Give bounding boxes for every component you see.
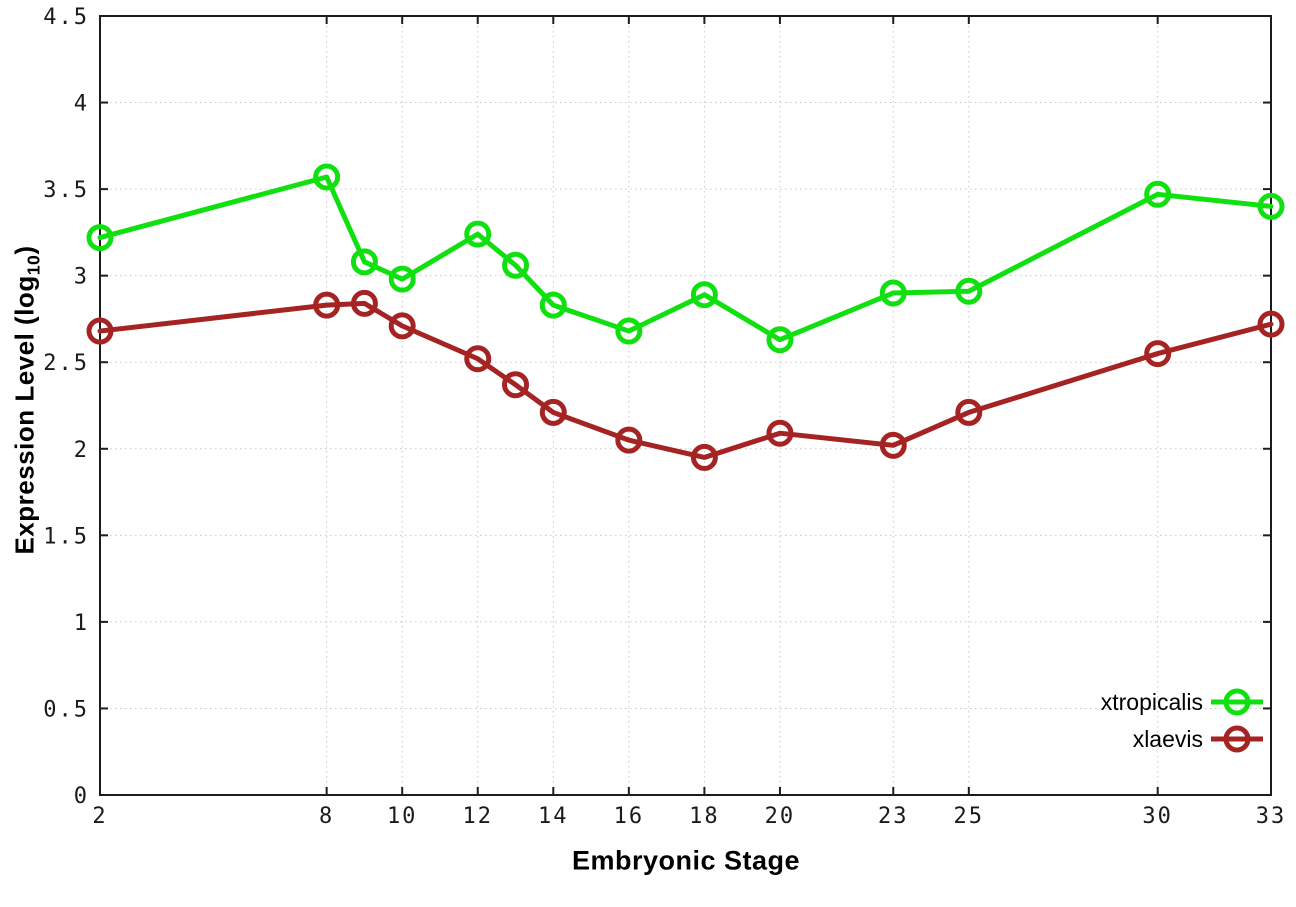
x-tick-label: 8 [319,804,334,829]
x-tick-label: 30 [1142,804,1173,829]
data-point-xtropicalis [350,248,378,276]
data-point-xtropicalis [539,291,567,319]
y-tick-label: 2 [74,438,89,463]
x-tick-label: 2 [92,804,107,829]
y-tick-label: 4.5 [43,5,89,30]
y-tick-label: 1 [74,611,89,636]
data-point-xlaevis [388,312,416,340]
data-point-xtropicalis [766,326,794,354]
data-point-xtropicalis [879,279,907,307]
y-tick-label: 3 [74,265,89,290]
data-point-xlaevis [313,291,341,319]
y-tick-label: 1.5 [43,524,89,549]
y-axis-title-subscript: 10 [23,254,44,276]
data-point-xtropicalis [955,277,983,305]
x-tick-label: 20 [765,804,796,829]
plot-border [99,15,1272,796]
y-tick-label: 2.5 [43,351,89,376]
data-point-xtropicalis [464,220,492,248]
y-axis-title-suffix: ) [9,245,40,255]
series-line-xlaevis [97,300,1274,460]
series-line-xtropicalis [97,174,1274,343]
data-point-xlaevis [1144,340,1172,368]
data-point-xtropicalis [1144,180,1172,208]
data-point-xtropicalis [388,265,416,293]
x-axis-title: Embryonic Stage [571,845,801,876]
y-tick-label: 3.5 [43,178,89,203]
y-axis-title: Expression Level (log10) [9,245,44,554]
x-tick-label: 25 [954,804,985,829]
data-point-xtropicalis [86,224,114,252]
data-point-xtropicalis [615,317,643,345]
x-tick-label: 18 [689,804,720,829]
y-tick-label: 4 [74,92,89,117]
data-point-xlaevis [1257,310,1285,338]
x-tick-label: 10 [387,804,418,829]
y-axis-title-text: Expression Level (log [9,275,40,555]
data-point-xlaevis [86,317,114,345]
x-tick-label: 14 [538,804,569,829]
x-tick-label: 23 [878,804,909,829]
legend-marker-xlaevis [1223,725,1251,753]
data-point-xlaevis [350,289,378,317]
legend-label-xtropicalis: xtropicalis [1101,689,1203,715]
data-point-xtropicalis [313,163,341,191]
x-tick-label: 33 [1256,804,1287,829]
data-point-xlaevis [766,419,794,447]
legend-label-xlaevis: xlaevis [1133,726,1203,752]
data-point-xlaevis [502,371,530,399]
data-point-xlaevis [464,345,492,373]
data-point-xlaevis [615,426,643,454]
x-tick-label: 16 [614,804,645,829]
data-point-xtropicalis [502,251,530,279]
y-tick-label: 0 [74,784,89,809]
x-tick-label: 12 [462,804,493,829]
data-point-xlaevis [879,431,907,459]
legend-marker-xtropicalis [1223,688,1251,716]
data-point-xtropicalis [1257,192,1285,220]
data-point-xtropicalis [690,281,718,309]
data-point-xlaevis [690,443,718,471]
data-point-xlaevis [539,398,567,426]
data-point-xlaevis [955,398,983,426]
y-tick-label: 0.5 [43,697,89,722]
